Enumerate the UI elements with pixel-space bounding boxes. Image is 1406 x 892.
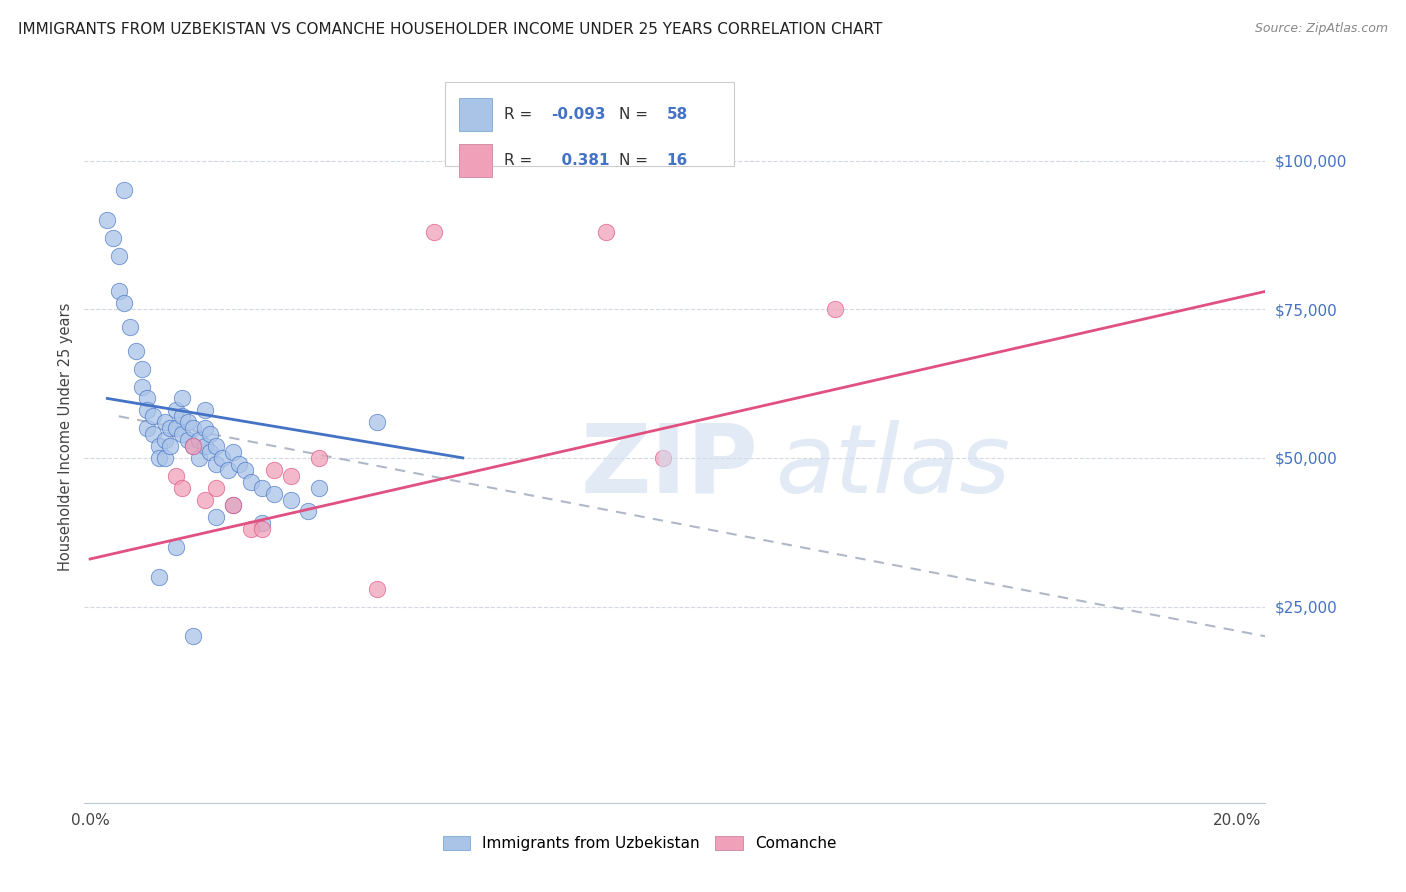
Point [170, 427, 193, 442]
Point [165, 468, 187, 483]
Point [366, 582, 388, 596]
FancyBboxPatch shape [444, 82, 734, 167]
Text: 58: 58 [666, 107, 688, 122]
Text: ZIP: ZIP [581, 420, 758, 513]
Point [125, 343, 148, 358]
Text: Source: ZipAtlas.com: Source: ZipAtlas.com [1254, 22, 1388, 36]
Text: atlas: atlas [775, 420, 1011, 513]
Point [188, 433, 211, 447]
Point [131, 361, 153, 376]
Point [136, 403, 159, 417]
FancyBboxPatch shape [458, 144, 492, 177]
Point [366, 415, 388, 429]
Point [165, 421, 187, 435]
Point [153, 433, 176, 447]
Point [423, 225, 446, 239]
Point [181, 629, 204, 643]
Text: R =: R = [503, 107, 537, 122]
Point [222, 445, 245, 459]
FancyBboxPatch shape [458, 98, 492, 131]
Point [136, 421, 159, 435]
Text: 16: 16 [666, 153, 688, 168]
Point [239, 475, 262, 489]
Legend: Immigrants from Uzbekistan, Comanche: Immigrants from Uzbekistan, Comanche [436, 830, 842, 857]
Point [194, 492, 217, 507]
Point [595, 225, 617, 239]
Point [263, 486, 285, 500]
Point [148, 439, 170, 453]
Point [250, 516, 273, 531]
Point [120, 320, 142, 334]
Point [222, 499, 245, 513]
Point [165, 403, 187, 417]
Point [233, 463, 256, 477]
Point [181, 421, 204, 435]
Point [148, 570, 170, 584]
Point [824, 302, 846, 317]
Point [136, 392, 159, 406]
Point [96, 213, 118, 227]
Point [170, 392, 193, 406]
Point [308, 450, 330, 465]
Point [165, 540, 187, 554]
Point [205, 510, 228, 524]
Point [205, 481, 228, 495]
Point [159, 421, 181, 435]
Point [652, 450, 675, 465]
Point [101, 231, 124, 245]
Point [200, 427, 222, 442]
Point [159, 439, 181, 453]
Point [239, 522, 262, 536]
Text: -0.093: -0.093 [551, 107, 606, 122]
Point [263, 463, 285, 477]
Point [176, 415, 198, 429]
Point [205, 457, 228, 471]
Point [194, 403, 217, 417]
Point [297, 504, 319, 518]
Point [200, 445, 222, 459]
Point [280, 468, 302, 483]
Point [308, 481, 330, 495]
Y-axis label: Householder Income Under 25 years: Householder Income Under 25 years [58, 303, 73, 571]
Point [181, 439, 204, 453]
Point [170, 409, 193, 424]
Point [228, 457, 250, 471]
Point [188, 450, 211, 465]
Point [205, 439, 228, 453]
Point [131, 379, 153, 393]
Text: N =: N = [620, 107, 654, 122]
Point [142, 409, 165, 424]
Point [114, 183, 136, 197]
Point [250, 481, 273, 495]
Point [217, 463, 239, 477]
Point [114, 296, 136, 310]
Point [211, 450, 233, 465]
Point [107, 249, 129, 263]
Point [280, 492, 302, 507]
Point [176, 433, 198, 447]
Point [148, 450, 170, 465]
Point [170, 481, 193, 495]
Text: R =: R = [503, 153, 537, 168]
Point [194, 421, 217, 435]
Point [107, 285, 129, 299]
Point [142, 427, 165, 442]
Text: IMMIGRANTS FROM UZBEKISTAN VS COMANCHE HOUSEHOLDER INCOME UNDER 25 YEARS CORRELA: IMMIGRANTS FROM UZBEKISTAN VS COMANCHE H… [18, 22, 883, 37]
Text: N =: N = [620, 153, 654, 168]
Point [222, 499, 245, 513]
Point [194, 439, 217, 453]
Point [153, 415, 176, 429]
Point [181, 439, 204, 453]
Point [250, 522, 273, 536]
Point [153, 450, 176, 465]
Text: 0.381: 0.381 [551, 153, 609, 168]
